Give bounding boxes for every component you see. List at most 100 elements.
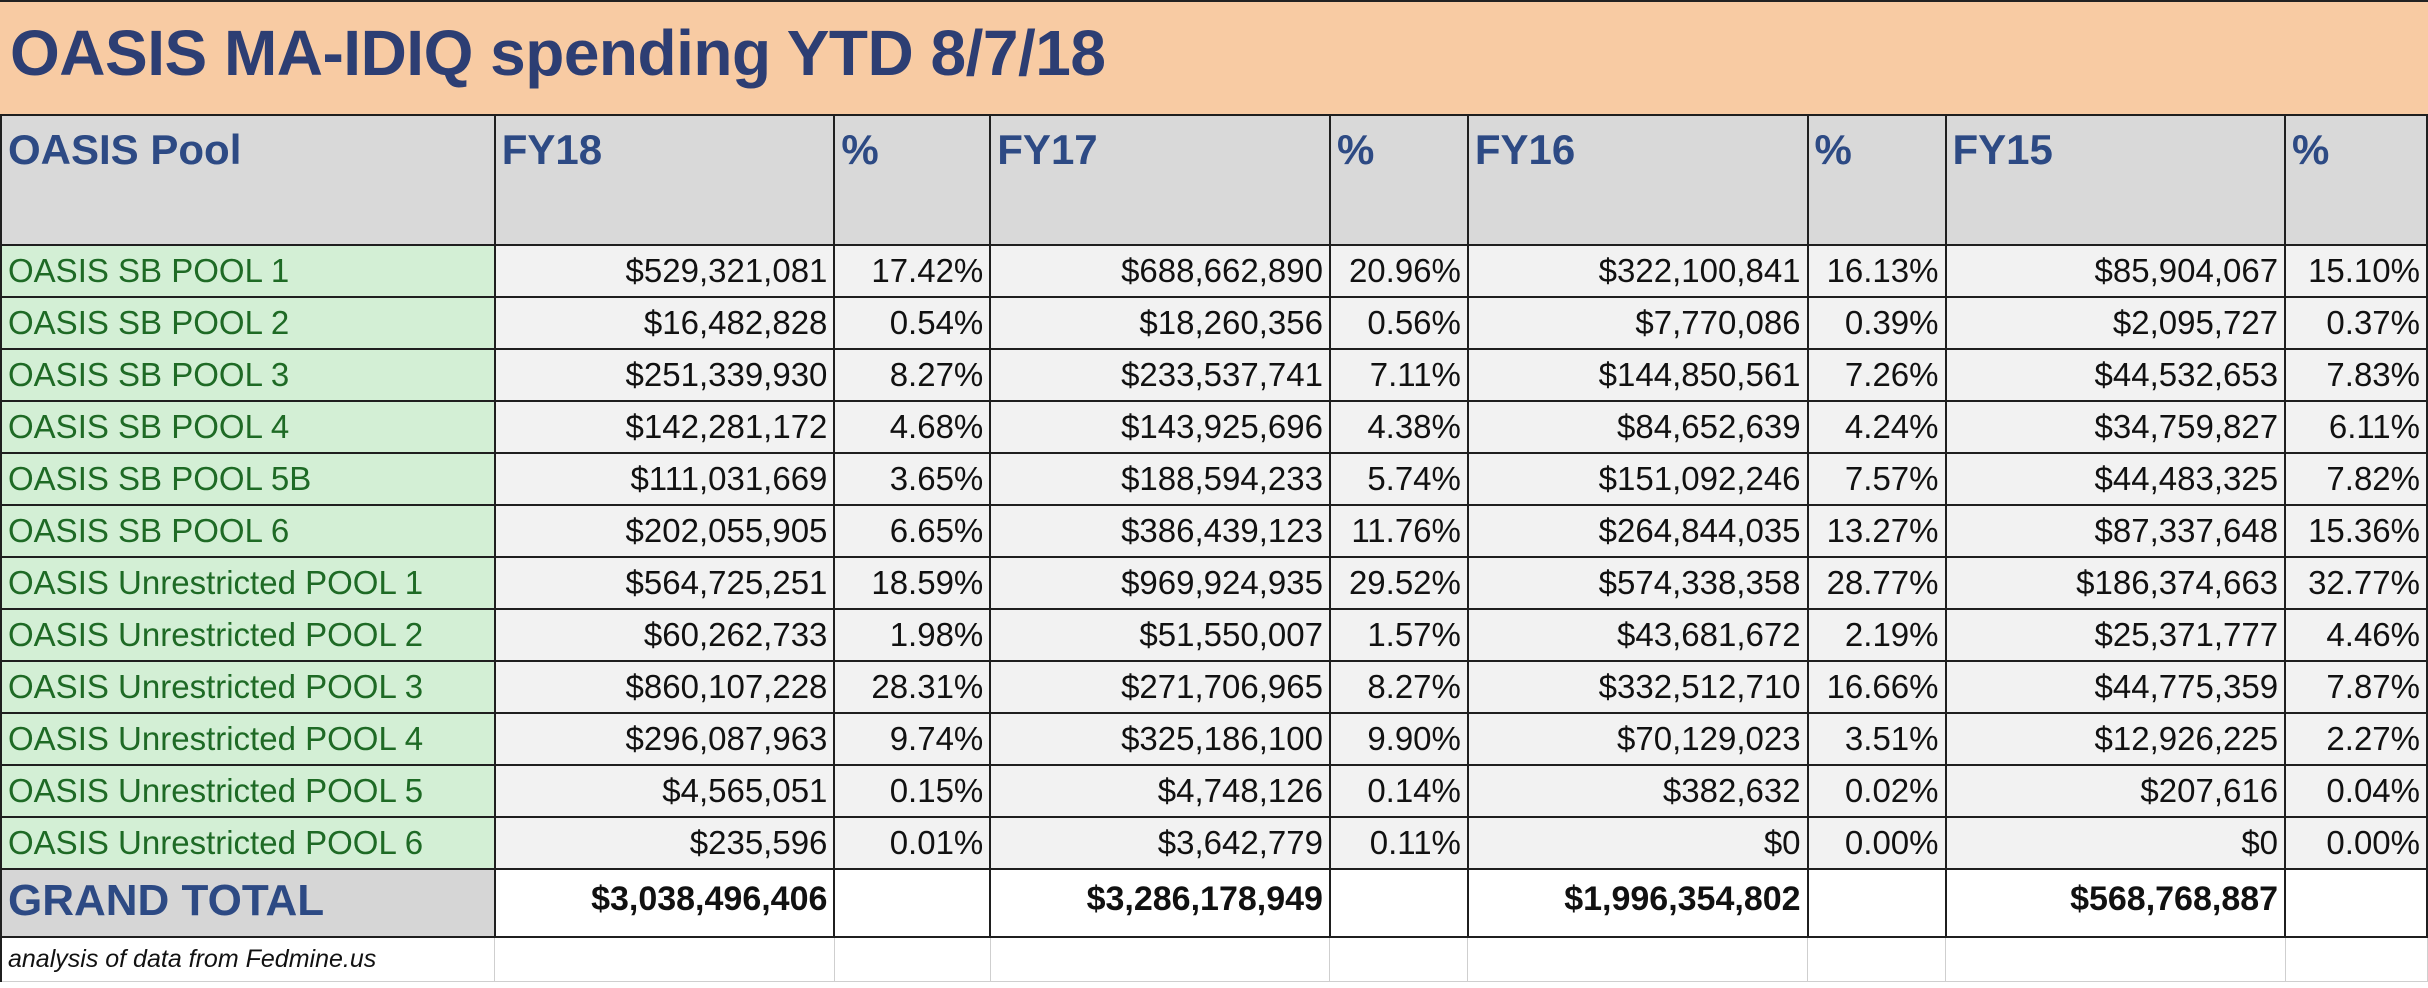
pool-cell[interactable]: OASIS SB POOL 5B <box>0 452 496 506</box>
header-fy16-pct[interactable]: % <box>1806 114 1947 246</box>
fy18-pct-cell[interactable]: 6.65% <box>833 504 992 558</box>
grand-total-fy16[interactable]: $1,996,354,802 <box>1466 868 1809 938</box>
fy17-pct-cell[interactable]: 0.56% <box>1328 296 1469 350</box>
grand-total-fy15[interactable]: $568,768,887 <box>1944 868 2287 938</box>
fy17-cell[interactable]: $51,550,007 <box>989 608 1331 662</box>
fy16-cell[interactable]: $382,632 <box>1466 764 1809 818</box>
fy16-cell[interactable]: $144,850,561 <box>1466 348 1809 402</box>
fy16-cell[interactable]: $574,338,358 <box>1466 556 1809 610</box>
grand-total-fy17-pct[interactable] <box>1328 868 1469 938</box>
empty-cell[interactable] <box>1329 936 1469 982</box>
fy15-pct-cell[interactable]: 0.00% <box>2284 816 2428 870</box>
empty-cell[interactable] <box>833 936 991 982</box>
fy16-cell[interactable]: $322,100,841 <box>1466 244 1809 298</box>
fy17-cell[interactable]: $18,260,356 <box>989 296 1331 350</box>
fy15-cell[interactable]: $0 <box>1944 816 2287 870</box>
fy15-pct-cell[interactable]: 7.82% <box>2284 452 2428 506</box>
fy16-pct-cell[interactable]: 4.24% <box>1806 400 1947 454</box>
fy16-pct-cell[interactable]: 16.66% <box>1806 660 1947 714</box>
fy15-cell[interactable]: $2,095,727 <box>1944 296 2287 350</box>
header-fy17-pct[interactable]: % <box>1328 114 1469 246</box>
header-pool[interactable]: OASIS Pool <box>0 114 496 246</box>
fy15-pct-cell[interactable]: 2.27% <box>2284 712 2428 766</box>
fy18-pct-cell[interactable]: 4.68% <box>833 400 992 454</box>
fy18-pct-cell[interactable]: 0.54% <box>833 296 992 350</box>
pool-cell[interactable]: OASIS SB POOL 6 <box>0 504 496 558</box>
fy17-pct-cell[interactable]: 11.76% <box>1328 504 1469 558</box>
empty-cell[interactable] <box>2284 936 2428 982</box>
fy17-pct-cell[interactable]: 9.90% <box>1328 712 1469 766</box>
fy15-pct-cell[interactable]: 32.77% <box>2284 556 2428 610</box>
fy17-cell[interactable]: $969,924,935 <box>989 556 1331 610</box>
fy18-pct-cell[interactable]: 9.74% <box>833 712 992 766</box>
fy18-pct-cell[interactable]: 0.01% <box>833 816 992 870</box>
pool-cell[interactable]: OASIS SB POOL 2 <box>0 296 496 350</box>
fy17-pct-cell[interactable]: 8.27% <box>1328 660 1469 714</box>
pool-cell[interactable]: OASIS Unrestricted POOL 6 <box>0 816 496 870</box>
empty-cell[interactable] <box>1945 936 2286 982</box>
fy15-cell[interactable]: $87,337,648 <box>1944 504 2287 558</box>
fy15-cell[interactable]: $34,759,827 <box>1944 400 2287 454</box>
pool-cell[interactable]: OASIS Unrestricted POOL 2 <box>0 608 496 662</box>
fy18-cell[interactable]: $860,107,228 <box>493 660 836 714</box>
fy16-pct-cell[interactable]: 0.39% <box>1806 296 1947 350</box>
fy16-pct-cell[interactable]: 28.77% <box>1806 556 1947 610</box>
fy17-cell[interactable]: $4,748,126 <box>989 764 1331 818</box>
header-fy15-pct[interactable]: % <box>2284 114 2428 246</box>
fy15-cell[interactable]: $25,371,777 <box>1944 608 2287 662</box>
fy17-cell[interactable]: $688,662,890 <box>989 244 1331 298</box>
fy17-cell[interactable]: $188,594,233 <box>989 452 1331 506</box>
pool-cell[interactable]: OASIS Unrestricted POOL 4 <box>0 712 496 766</box>
fy17-pct-cell[interactable]: 0.14% <box>1328 764 1469 818</box>
fy18-cell[interactable]: $296,087,963 <box>493 712 836 766</box>
fy17-cell[interactable]: $233,537,741 <box>989 348 1331 402</box>
fy18-pct-cell[interactable]: 28.31% <box>833 660 992 714</box>
fy15-cell[interactable]: $44,532,653 <box>1944 348 2287 402</box>
fy16-pct-cell[interactable]: 7.57% <box>1806 452 1947 506</box>
fy16-cell[interactable]: $332,512,710 <box>1466 660 1809 714</box>
header-fy15[interactable]: FY15 <box>1944 114 2287 246</box>
fy15-pct-cell[interactable]: 7.83% <box>2284 348 2428 402</box>
fy16-cell[interactable]: $84,652,639 <box>1466 400 1809 454</box>
grand-total-fy18[interactable]: $3,038,496,406 <box>493 868 836 938</box>
grand-total-label[interactable]: GRAND TOTAL <box>0 868 496 938</box>
fy18-pct-cell[interactable]: 1.98% <box>833 608 992 662</box>
fy15-pct-cell[interactable]: 0.37% <box>2284 296 2428 350</box>
fy18-pct-cell[interactable]: 8.27% <box>833 348 992 402</box>
fy18-cell[interactable]: $111,031,669 <box>493 452 836 506</box>
fy16-cell[interactable]: $43,681,672 <box>1466 608 1809 662</box>
fy15-pct-cell[interactable]: 15.36% <box>2284 504 2428 558</box>
fy16-cell[interactable]: $151,092,246 <box>1466 452 1809 506</box>
fy16-pct-cell[interactable]: 2.19% <box>1806 608 1947 662</box>
header-fy18[interactable]: FY18 <box>493 114 836 246</box>
footnote[interactable]: analysis of data from Fedmine.us <box>0 936 496 982</box>
fy15-pct-cell[interactable]: 4.46% <box>2284 608 2428 662</box>
fy15-cell[interactable]: $186,374,663 <box>1944 556 2287 610</box>
pool-cell[interactable]: OASIS Unrestricted POOL 1 <box>0 556 496 610</box>
fy16-pct-cell[interactable]: 0.02% <box>1806 764 1947 818</box>
header-fy18-pct[interactable]: % <box>833 114 992 246</box>
fy15-cell[interactable]: $85,904,067 <box>1944 244 2287 298</box>
pool-cell[interactable]: OASIS Unrestricted POOL 3 <box>0 660 496 714</box>
fy18-cell[interactable]: $60,262,733 <box>493 608 836 662</box>
fy15-cell[interactable]: $12,926,225 <box>1944 712 2287 766</box>
empty-cell[interactable] <box>494 936 835 982</box>
fy15-cell[interactable]: $44,483,325 <box>1944 452 2287 506</box>
fy17-cell[interactable]: $3,642,779 <box>989 816 1331 870</box>
fy17-pct-cell[interactable]: 1.57% <box>1328 608 1469 662</box>
fy16-pct-cell[interactable]: 13.27% <box>1806 504 1947 558</box>
pool-cell[interactable]: OASIS SB POOL 4 <box>0 400 496 454</box>
fy18-cell[interactable]: $564,725,251 <box>493 556 836 610</box>
fy17-cell[interactable]: $325,186,100 <box>989 712 1331 766</box>
fy16-pct-cell[interactable]: 3.51% <box>1806 712 1947 766</box>
fy17-pct-cell[interactable]: 4.38% <box>1328 400 1469 454</box>
fy15-cell[interactable]: $207,616 <box>1944 764 2287 818</box>
fy18-pct-cell[interactable]: 0.15% <box>833 764 992 818</box>
grand-total-fy15-pct[interactable] <box>2284 868 2428 938</box>
fy18-pct-cell[interactable]: 3.65% <box>833 452 992 506</box>
fy16-pct-cell[interactable]: 7.26% <box>1806 348 1947 402</box>
fy18-pct-cell[interactable]: 18.59% <box>833 556 992 610</box>
fy16-cell[interactable]: $264,844,035 <box>1466 504 1809 558</box>
fy18-cell[interactable]: $235,596 <box>493 816 836 870</box>
fy17-cell[interactable]: $386,439,123 <box>989 504 1331 558</box>
